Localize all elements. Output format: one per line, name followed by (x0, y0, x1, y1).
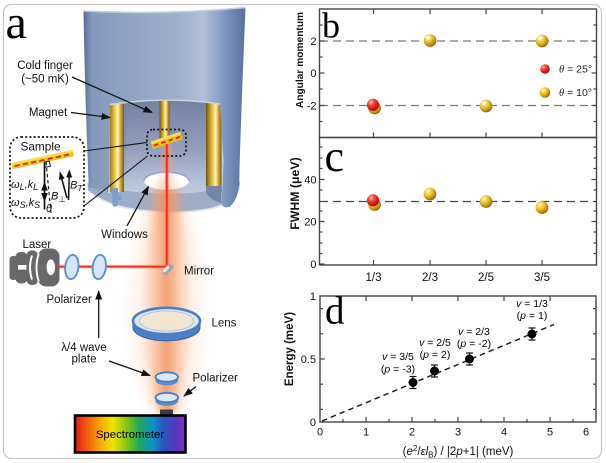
svg-text:Energy (meV): Energy (meV) (284, 312, 296, 386)
svg-text:B⊥: B⊥ (51, 191, 66, 205)
svg-text:0: 0 (317, 427, 323, 439)
svg-text:v = 1/3: v = 1/3 (516, 298, 548, 310)
svg-text:v = 3/5: v = 3/5 (382, 351, 414, 363)
svg-text:2/3: 2/3 (422, 272, 438, 284)
svg-text:0: 0 (310, 417, 316, 429)
svg-text:Polarizer: Polarizer (193, 373, 239, 385)
svg-text:FWHM (μeV): FWHM (μeV) (288, 157, 302, 229)
svg-text:(p = 2): (p = 2) (420, 349, 451, 361)
svg-text:v = 2/3: v = 2/3 (458, 326, 490, 338)
svg-text:1/3: 1/3 (366, 272, 382, 284)
svg-text:Laser: Laser (23, 239, 52, 251)
svg-text:θ = 25°: θ = 25° (559, 64, 592, 76)
svg-text:Sample: Sample (21, 140, 61, 154)
svg-text:(e2/εlB) / |2p+1| (meV): (e2/εlB) / |2p+1| (meV) (403, 444, 514, 460)
svg-text:ωL,kL: ωL,kL (11, 179, 38, 192)
svg-text:θ: θ (46, 203, 52, 215)
svg-text:2: 2 (409, 427, 415, 439)
svg-text:b: b (322, 6, 340, 46)
svg-text:Cold finger: Cold finger (17, 60, 73, 72)
svg-text:4: 4 (501, 427, 507, 439)
svg-text:a: a (6, 0, 27, 49)
svg-text:2/5: 2/5 (478, 272, 494, 284)
svg-text:d: d (325, 290, 345, 333)
svg-text:1: 1 (363, 427, 369, 439)
svg-text:6: 6 (583, 427, 589, 439)
svg-text:3/5: 3/5 (534, 272, 550, 284)
svg-text:Mirror: Mirror (184, 266, 214, 278)
svg-text:(p = 1): (p = 1) (517, 310, 548, 322)
svg-text:Lens: Lens (212, 318, 237, 330)
svg-text:0: 0 (310, 68, 316, 80)
svg-text:40: 40 (304, 175, 316, 187)
svg-text:θ = 10°: θ = 10° (559, 87, 592, 99)
svg-text:(~50 mK): (~50 mK) (21, 74, 69, 86)
svg-text:3: 3 (455, 427, 461, 439)
svg-text:(p = -3): (p = -3) (381, 364, 415, 376)
svg-text:v = 2/5: v = 2/5 (419, 337, 451, 349)
svg-text:2: 2 (310, 36, 316, 48)
svg-text:λ/4 wave: λ/4 wave (61, 342, 106, 354)
svg-text:Magnet: Magnet (29, 107, 68, 119)
svg-text:0: 0 (310, 259, 316, 271)
svg-text:Polarizer: Polarizer (47, 294, 93, 306)
svg-text:BT: BT (70, 180, 83, 194)
svg-text:c: c (325, 132, 345, 181)
svg-text:-2: -2 (307, 101, 317, 113)
svg-text:20: 20 (304, 217, 316, 229)
svg-text:Windows: Windows (101, 229, 148, 241)
svg-text:plate: plate (72, 354, 97, 366)
svg-text:ωS,kS: ωS,kS (11, 197, 40, 210)
svg-text:(p = -2): (p = -2) (457, 338, 491, 350)
svg-text:Spectrometer: Spectrometer (96, 429, 165, 441)
svg-text:1: 1 (310, 291, 316, 303)
svg-text:0.5: 0.5 (301, 354, 316, 366)
svg-text:5: 5 (547, 427, 553, 439)
svg-text:Angular momentum: Angular momentum (295, 12, 306, 108)
